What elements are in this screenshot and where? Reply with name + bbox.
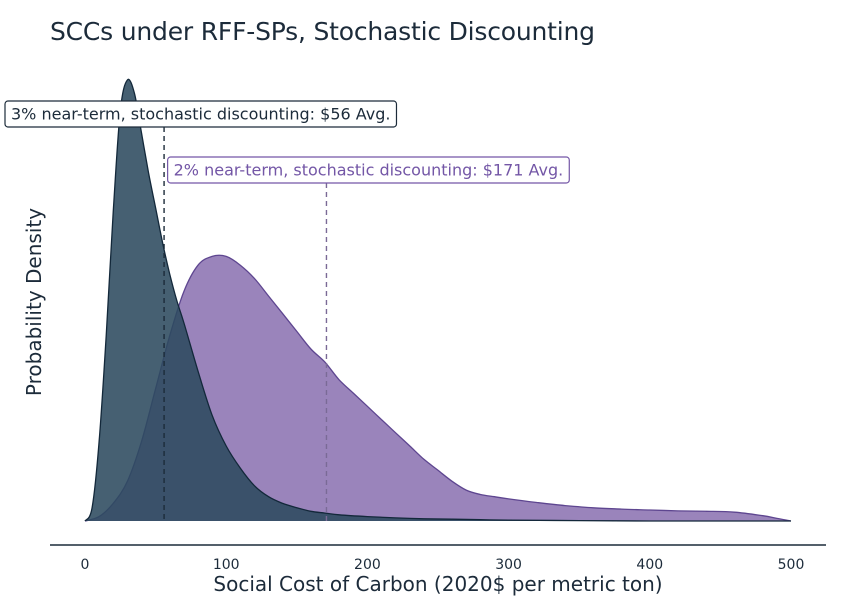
x-tick-label: 200	[354, 557, 381, 573]
x-tick-label: 300	[495, 557, 522, 573]
series-3pct-annotation-box	[4, 100, 398, 128]
series-2pct-outline	[84, 254, 792, 522]
x-tick-label: 500	[778, 557, 805, 573]
series-2pct-annotation-box	[167, 156, 570, 184]
x-axis-label: Social Cost of Carbon (2020$ per metric …	[213, 572, 663, 596]
chart-title: SCCs under RFF-SPs, Stochastic Discounti…	[50, 17, 595, 46]
series-3pct-area	[85, 79, 791, 521]
x-tick-label: 400	[636, 557, 663, 573]
series-3pct-annotation: 3% near-term, stochastic discounting: $5…	[11, 105, 390, 124]
series-2pct-annotation: 2% near-term, stochastic discounting: $1…	[174, 161, 564, 180]
x-tick-label: 0	[81, 557, 90, 573]
series-2pct-area	[85, 255, 791, 521]
x-tick-label: 100	[213, 557, 240, 573]
